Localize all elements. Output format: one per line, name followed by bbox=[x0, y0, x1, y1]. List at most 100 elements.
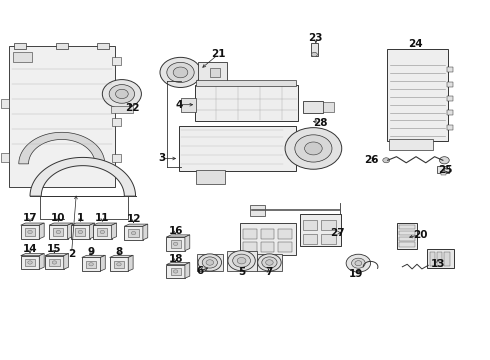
Text: 18: 18 bbox=[169, 254, 183, 264]
Bar bbox=[86, 261, 96, 268]
Circle shape bbox=[237, 257, 246, 264]
Text: 12: 12 bbox=[126, 215, 141, 224]
Bar bbox=[437, 252, 442, 266]
Bar bbox=[399, 231, 415, 235]
Polygon shape bbox=[39, 223, 44, 239]
Polygon shape bbox=[112, 223, 117, 239]
Bar bbox=[389, 139, 433, 149]
Bar bbox=[197, 62, 227, 83]
Polygon shape bbox=[93, 223, 117, 225]
Bar bbox=[128, 229, 139, 237]
Bar bbox=[180, 98, 196, 112]
Bar bbox=[303, 220, 318, 230]
Circle shape bbox=[305, 142, 322, 155]
Bar bbox=[399, 225, 415, 229]
Text: 10: 10 bbox=[51, 213, 66, 222]
Circle shape bbox=[173, 270, 178, 273]
Bar bbox=[25, 259, 35, 266]
Text: 16: 16 bbox=[169, 226, 183, 236]
Bar bbox=[447, 67, 453, 72]
Text: 19: 19 bbox=[349, 269, 364, 279]
Polygon shape bbox=[21, 223, 44, 225]
Circle shape bbox=[285, 128, 342, 169]
Circle shape bbox=[102, 80, 142, 108]
Circle shape bbox=[28, 261, 32, 264]
Bar bbox=[196, 80, 296, 86]
Circle shape bbox=[266, 260, 273, 265]
Bar bbox=[112, 57, 121, 65]
Polygon shape bbox=[128, 255, 133, 271]
Bar bbox=[56, 42, 68, 49]
Circle shape bbox=[262, 257, 277, 268]
Bar bbox=[93, 225, 112, 239]
Bar bbox=[397, 223, 417, 249]
Polygon shape bbox=[166, 235, 190, 237]
Bar bbox=[278, 229, 292, 239]
Circle shape bbox=[312, 52, 318, 57]
Polygon shape bbox=[166, 262, 190, 265]
Bar bbox=[311, 42, 318, 56]
Circle shape bbox=[355, 261, 362, 266]
Circle shape bbox=[100, 230, 104, 234]
Bar bbox=[171, 268, 181, 275]
Text: 8: 8 bbox=[115, 247, 122, 257]
Circle shape bbox=[28, 230, 32, 234]
Polygon shape bbox=[21, 253, 44, 256]
Polygon shape bbox=[71, 223, 95, 225]
Bar bbox=[441, 172, 446, 175]
Bar bbox=[97, 228, 107, 236]
Bar bbox=[447, 125, 453, 130]
Polygon shape bbox=[185, 262, 190, 278]
Polygon shape bbox=[30, 157, 136, 196]
Text: 2: 2 bbox=[68, 248, 75, 258]
Polygon shape bbox=[90, 223, 95, 239]
Bar bbox=[13, 51, 32, 62]
Bar bbox=[0, 153, 9, 162]
Bar bbox=[226, 251, 257, 271]
Polygon shape bbox=[124, 224, 148, 226]
Bar bbox=[98, 42, 109, 49]
Bar bbox=[114, 261, 124, 268]
Bar bbox=[112, 90, 121, 98]
Circle shape bbox=[295, 135, 332, 162]
Circle shape bbox=[117, 263, 121, 266]
Polygon shape bbox=[19, 132, 105, 164]
Circle shape bbox=[233, 254, 250, 267]
Bar bbox=[399, 242, 415, 247]
Bar bbox=[303, 234, 318, 244]
Circle shape bbox=[346, 254, 370, 272]
Circle shape bbox=[173, 242, 178, 246]
Circle shape bbox=[116, 89, 128, 99]
Circle shape bbox=[160, 57, 201, 87]
Text: 7: 7 bbox=[265, 267, 272, 277]
Bar bbox=[195, 85, 298, 121]
Circle shape bbox=[258, 254, 281, 271]
Bar bbox=[166, 237, 185, 251]
Bar bbox=[399, 237, 415, 241]
Bar bbox=[243, 229, 257, 239]
Bar bbox=[300, 214, 341, 246]
Polygon shape bbox=[82, 255, 105, 257]
Text: 17: 17 bbox=[23, 213, 37, 222]
Text: 22: 22 bbox=[125, 103, 140, 113]
Circle shape bbox=[52, 261, 57, 264]
Circle shape bbox=[109, 85, 135, 103]
Circle shape bbox=[167, 62, 194, 82]
Bar bbox=[447, 111, 453, 116]
Bar bbox=[9, 45, 115, 187]
Circle shape bbox=[202, 257, 218, 268]
Bar bbox=[53, 228, 64, 236]
Bar bbox=[49, 259, 60, 266]
Bar bbox=[243, 242, 257, 252]
Bar bbox=[110, 257, 128, 271]
Bar bbox=[210, 68, 220, 77]
Bar bbox=[45, 256, 64, 269]
Text: 21: 21 bbox=[211, 49, 225, 59]
Bar bbox=[111, 106, 133, 113]
Bar bbox=[179, 126, 296, 171]
Polygon shape bbox=[39, 253, 44, 269]
Bar bbox=[14, 42, 26, 49]
Bar bbox=[112, 154, 121, 162]
Bar bbox=[427, 249, 454, 268]
Circle shape bbox=[383, 158, 390, 163]
